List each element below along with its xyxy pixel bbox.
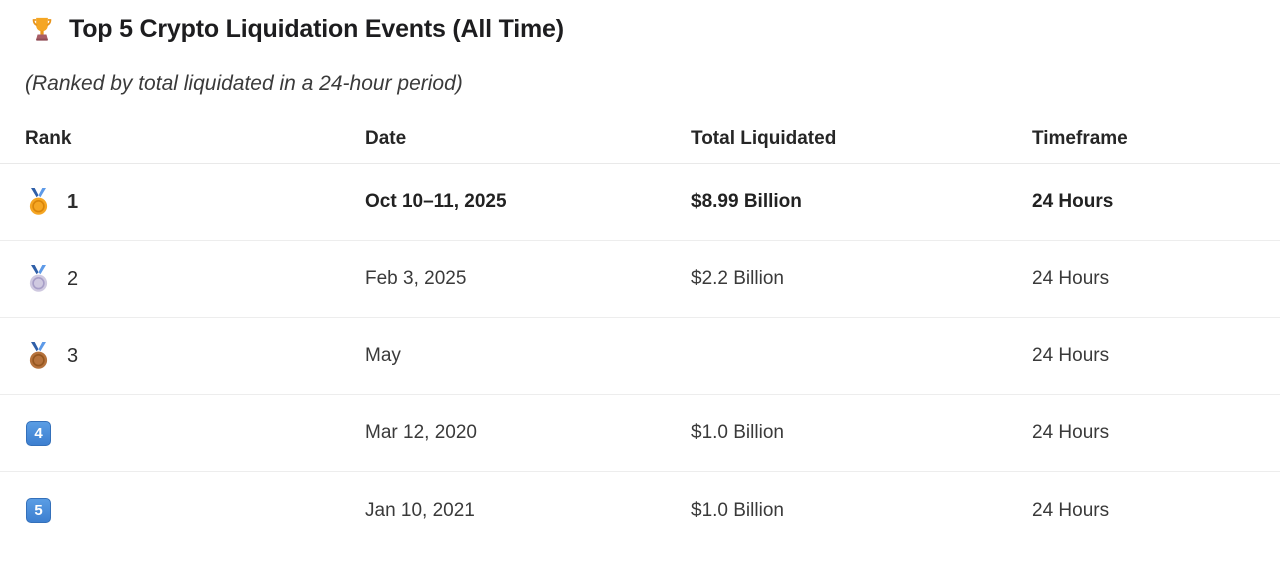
total-liquidated-cell: $1.0 Billion [691, 499, 784, 521]
timeframe-cell: 24 Hours [1032, 422, 1110, 443]
date-cell: Mar 12, 2020 [365, 422, 477, 443]
table-row: 4 Mar 12, 2020 $1.0 Billion 24 Hours [0, 395, 1280, 472]
date-cell: Jan 10, 2021 [365, 499, 475, 521]
column-header-timeframe: Timeframe [1032, 127, 1128, 149]
rank-number: 3 [67, 344, 79, 367]
rank-number: 1 [67, 190, 79, 213]
trophy-icon [28, 15, 56, 43]
rank-cell: 4 [25, 419, 365, 448]
total-liquidated-cell: $2.2 Billion [691, 268, 784, 289]
rank-cell: 2 [25, 264, 365, 294]
timeframe-cell: 24 Hours [1032, 499, 1110, 521]
table-row: 2 Feb 3, 2025 $2.2 Billion 24 Hours [0, 241, 1280, 318]
page-title: Top 5 Crypto Liquidation Events (All Tim… [69, 14, 564, 43]
silver-medal-icon [25, 264, 52, 294]
date-cell: Oct 10–11, 2025 [365, 191, 507, 212]
rank-number: 2 [67, 267, 79, 290]
page-subtitle: (Ranked by total liquidated in a 24-hour… [25, 72, 463, 95]
keycap-5-icon: 5 [25, 496, 52, 525]
column-header-rank: Rank [25, 127, 72, 149]
table-row: 5 Jan 10, 2021 $1.0 Billion 24 Hours [0, 472, 1280, 549]
column-header-total-liquidated: Total Liquidated [691, 127, 837, 149]
table-row: 1 Oct 10–11, 2025 $8.99 Billion 24 Hours [0, 164, 1280, 241]
page-title-row: Top 5 Crypto Liquidation Events (All Tim… [0, 0, 1280, 46]
timeframe-cell: 24 Hours [1032, 345, 1110, 366]
bronze-medal-icon [25, 341, 52, 371]
total-liquidated-cell: $1.0 Billion [691, 422, 784, 443]
table-header-row: Rank Date Total Liquidated Timeframe [0, 114, 1280, 164]
table-row: 3 May 24 Hours [0, 318, 1280, 395]
total-liquidated-cell: $8.99 Billion [691, 191, 802, 212]
keycap-4-icon: 4 [25, 419, 52, 448]
gold-medal-icon [25, 187, 52, 217]
rank-cell: 3 [25, 341, 365, 371]
column-header-date: Date [365, 127, 407, 149]
date-cell: May [365, 345, 401, 366]
timeframe-cell: 24 Hours [1032, 191, 1114, 212]
table-body: 1 Oct 10–11, 2025 $8.99 Billion 24 Hours… [0, 164, 1280, 549]
liquidation-table: Rank Date Total Liquidated Timeframe 1 O… [0, 114, 1280, 549]
rank-cell: 5 [25, 496, 365, 525]
date-cell: Feb 3, 2025 [365, 268, 467, 289]
timeframe-cell: 24 Hours [1032, 268, 1110, 289]
rank-cell: 1 [25, 187, 365, 217]
